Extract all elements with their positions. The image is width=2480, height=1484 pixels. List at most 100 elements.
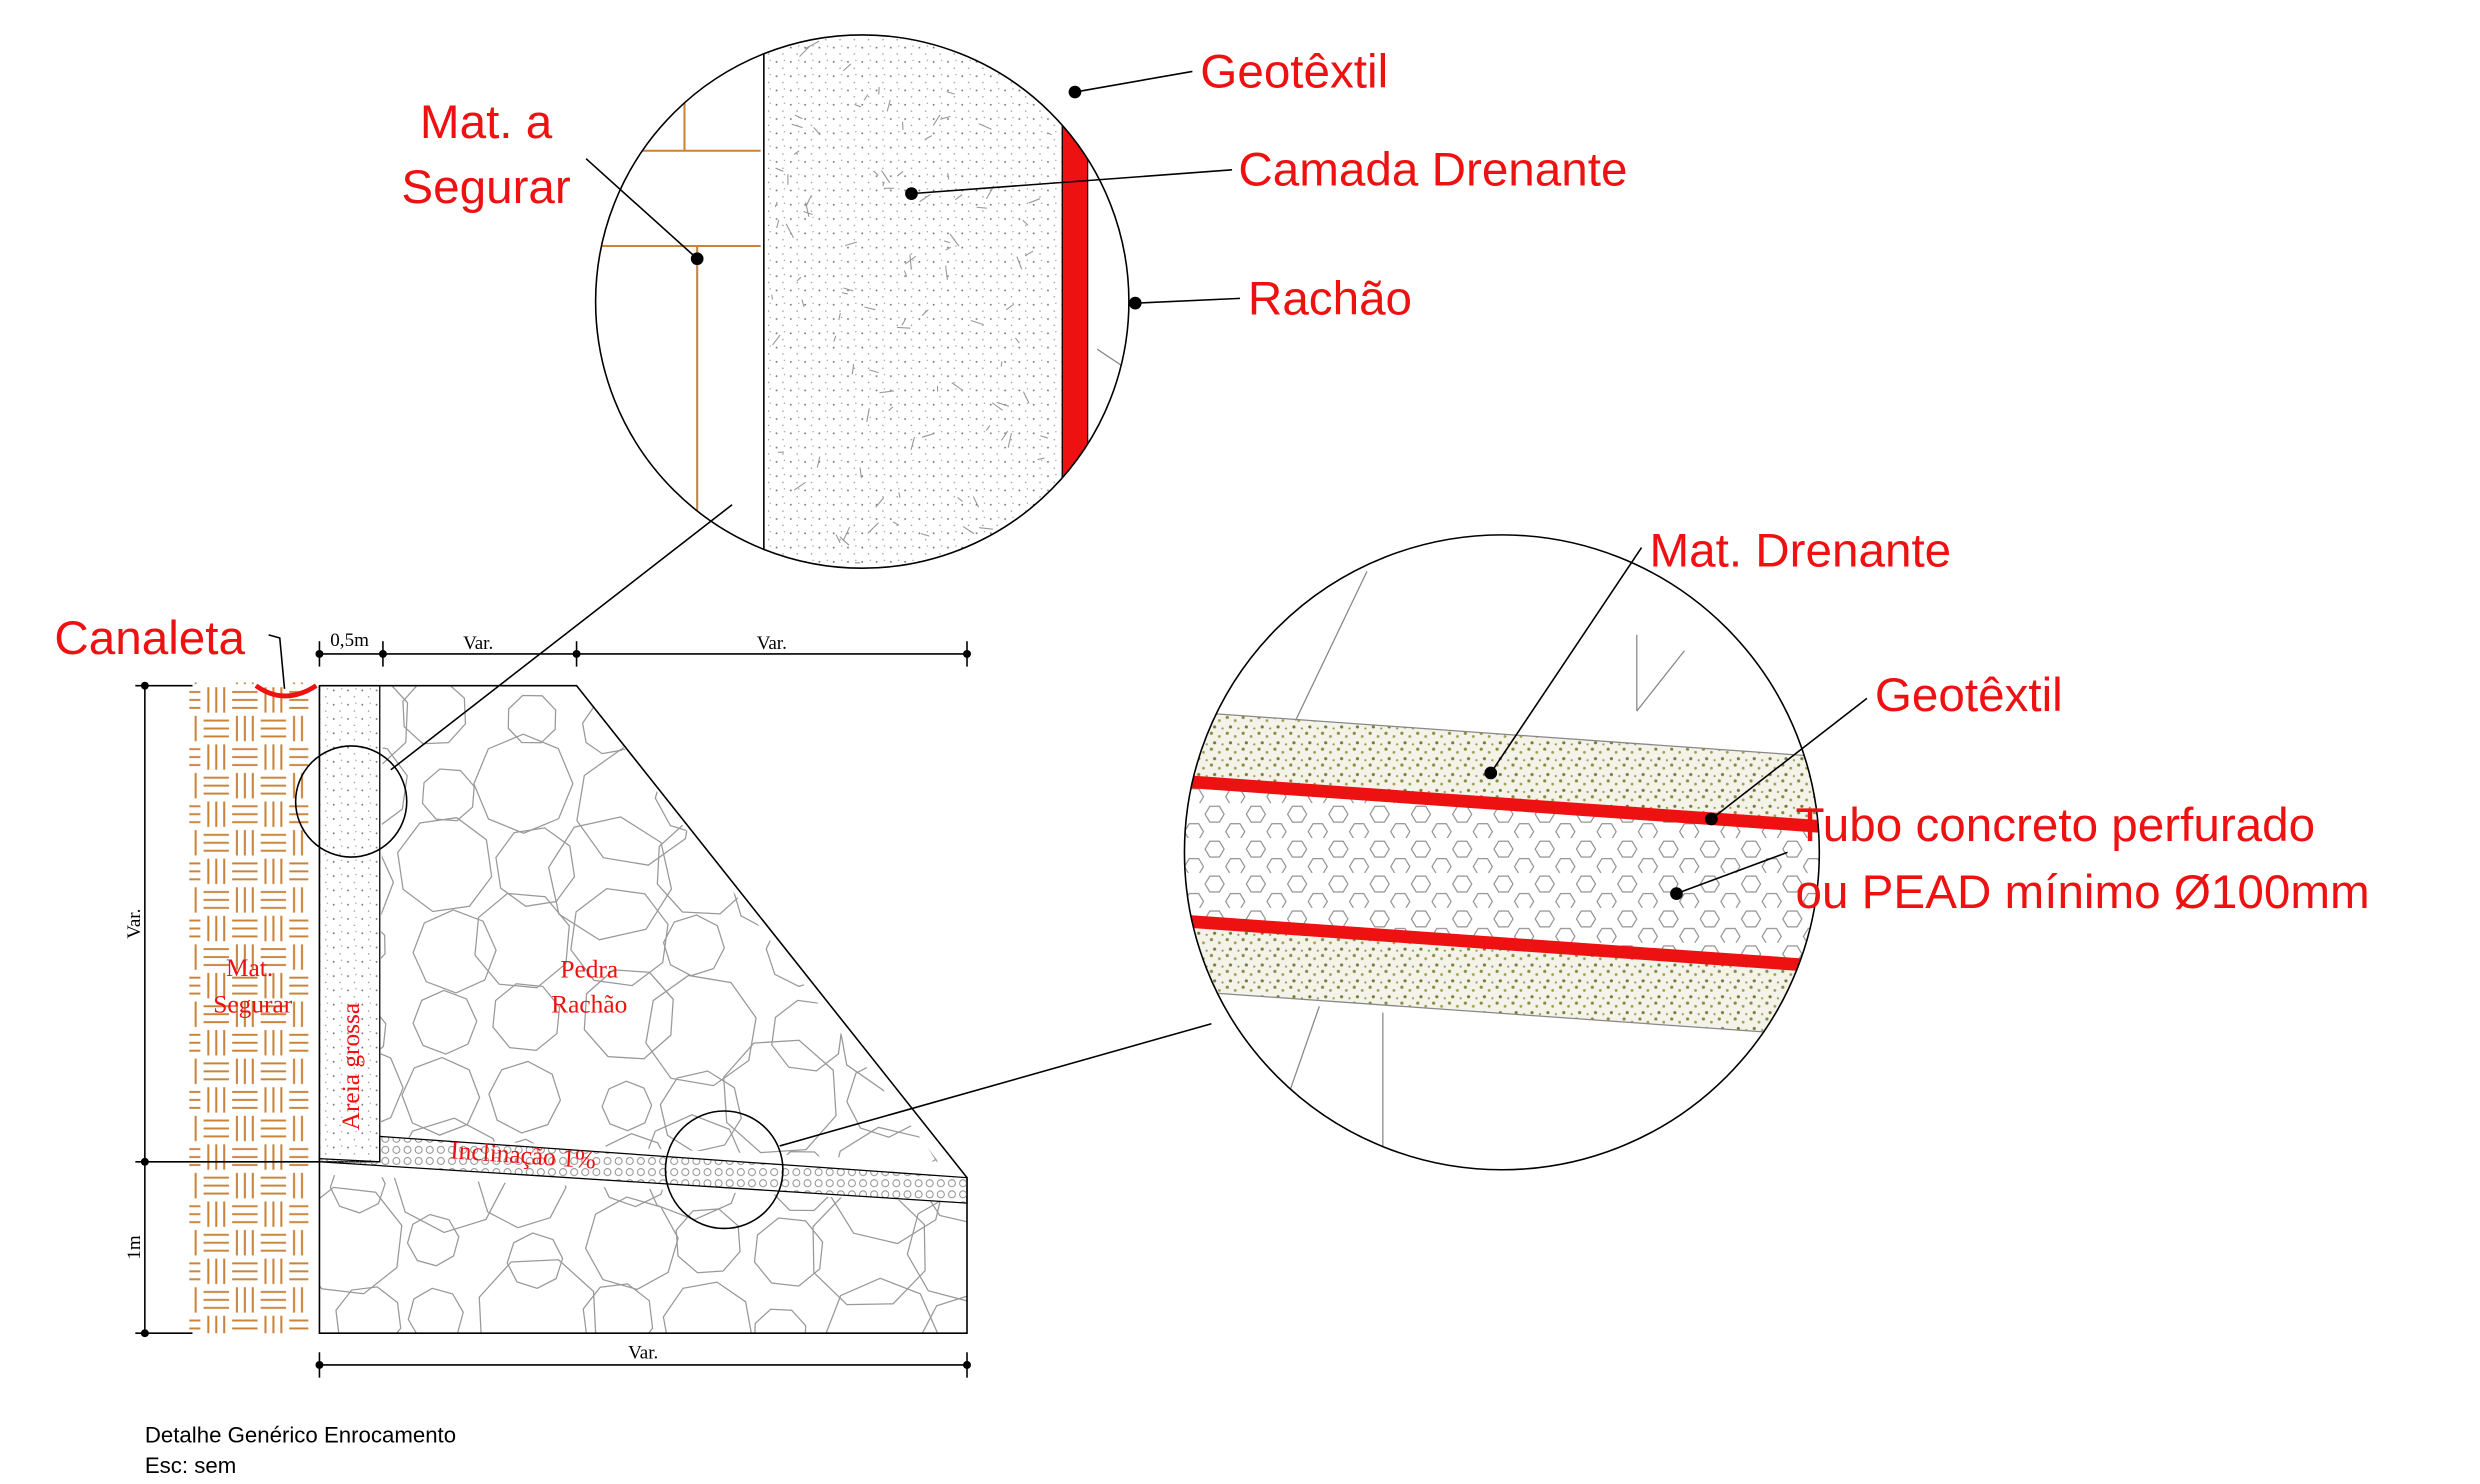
stone [319, 1186, 403, 1295]
aggregate-mark [793, 481, 806, 491]
aggregate-mark [962, 525, 975, 535]
aggregate-mark [972, 496, 980, 508]
aggregate-mark [979, 527, 994, 530]
aggregate-mark [799, 45, 810, 58]
aggregate-mark [805, 194, 812, 207]
stone [506, 1232, 564, 1289]
aggregate-mark [951, 382, 964, 391]
aggregate-mark [880, 170, 891, 184]
aggregate-mark [896, 326, 911, 329]
aggregate-mark [944, 240, 951, 244]
dimension-label: Var. [124, 909, 145, 939]
aggregate-mark [940, 115, 951, 120]
stone [319, 685, 409, 770]
aggregate-mark [842, 63, 852, 72]
aggregate-mark [886, 99, 891, 112]
callout: ou PEAD mínimo Ø100mm [1796, 866, 2370, 919]
callout: Mat. a [420, 96, 553, 149]
stone [752, 729, 868, 845]
stone [473, 733, 574, 834]
stone [570, 887, 669, 987]
stone [401, 1056, 481, 1136]
footer-title: Detalhe Genérico Enrocamento [145, 1423, 456, 1448]
aggregate-mark [903, 270, 908, 277]
aggregate-mark [1008, 539, 1013, 550]
section-label: Areia grossa [337, 1003, 365, 1131]
aggregate-mark [842, 526, 851, 542]
stone [922, 736, 968, 843]
aggregate-mark [955, 194, 963, 201]
stone [407, 1287, 464, 1334]
aggregate-mark [1048, 41, 1060, 47]
aggregate-mark [794, 114, 803, 120]
aggregate-mark [892, 521, 900, 526]
dimension-label: 1m [124, 1235, 145, 1260]
aggregate-mark [879, 390, 895, 394]
dimension-label: Var. [757, 633, 787, 654]
stones [319, 685, 968, 1334]
aggregate-mark [901, 319, 906, 326]
aggregate-mark [859, 467, 862, 479]
aggregate-mark [932, 114, 941, 126]
coarse-sand [318, 685, 381, 1163]
aggregate-mark [909, 254, 912, 270]
aggregate-mark [841, 292, 848, 295]
dimension-lines [135, 641, 968, 1378]
aggregate-mark [1007, 432, 1013, 448]
callout: Geotêxtil [1200, 45, 1388, 98]
stone [918, 1073, 968, 1152]
aggregate-mark [994, 52, 997, 61]
aggregate-mark [960, 40, 971, 49]
aggregate-mark [785, 223, 794, 239]
aggregate-mark [816, 456, 821, 468]
aggregate-mark [947, 172, 950, 180]
aggregate-mark [1047, 554, 1052, 560]
stone [582, 1283, 654, 1334]
detail-circle [1183, 534, 1821, 1171]
aggregate-mark [838, 312, 841, 321]
callout: Canaleta [54, 612, 245, 665]
stone [478, 1259, 597, 1334]
aggregate-mark [1028, 198, 1041, 204]
stone [488, 1060, 562, 1134]
stone [645, 974, 757, 1087]
stone [412, 909, 497, 994]
stone [926, 685, 968, 756]
aggregate-mark [946, 91, 955, 95]
aggregate-mark [805, 202, 810, 217]
aggregate-mark [864, 306, 876, 311]
stone [765, 703, 812, 750]
aggregate-mark [970, 319, 984, 326]
stone [391, 1117, 507, 1234]
aggregate-mark [774, 201, 778, 208]
detail-1 [595, 34, 1129, 569]
aggregate-mark [1014, 337, 1020, 344]
aggregate-mark [882, 181, 885, 187]
stone [680, 686, 742, 747]
stone [492, 983, 561, 1052]
aggregate-mark [851, 364, 855, 375]
stone [952, 1001, 968, 1053]
stone [906, 1192, 968, 1303]
aggregate-mark [924, 135, 933, 140]
stone [397, 817, 493, 913]
callout: Rachão [1248, 272, 1412, 325]
section-outline [318, 684, 968, 1335]
dimension-label: 0,5m [330, 630, 369, 651]
aggregate-mark [949, 233, 960, 247]
aggregate-mark [1005, 303, 1015, 311]
aggregate-mark [920, 533, 930, 537]
stone [412, 989, 478, 1055]
aggregate-mark [775, 167, 784, 172]
aggregate-mark [835, 534, 841, 544]
stone [846, 1058, 926, 1138]
aggregate-mark [813, 127, 821, 136]
aggregate-mark [985, 425, 991, 431]
aggregate-mark [996, 401, 1010, 407]
stone [547, 816, 673, 941]
aggregate-mark [867, 522, 879, 534]
stone [920, 1294, 968, 1334]
stone [659, 1070, 742, 1153]
stone [723, 1039, 837, 1154]
